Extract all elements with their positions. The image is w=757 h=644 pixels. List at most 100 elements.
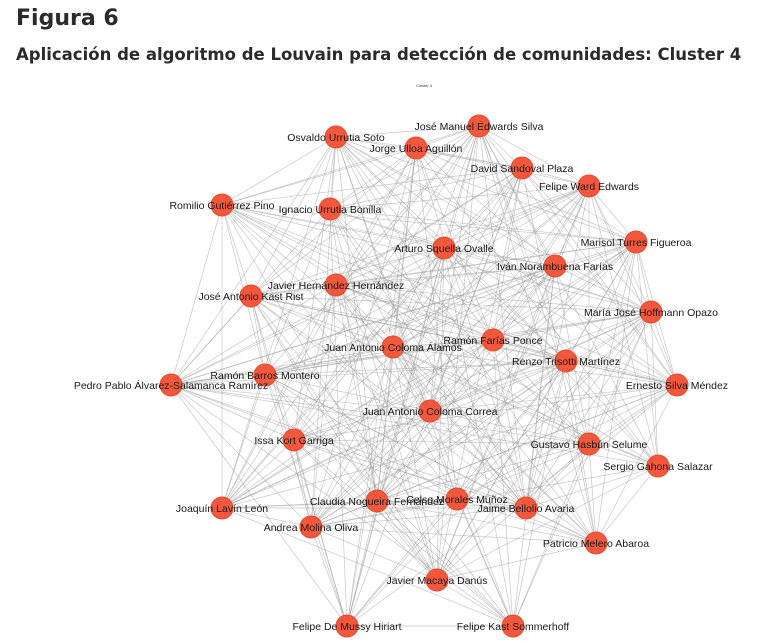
node-label: Ramón Barros Montero [210,370,319,382]
edge [392,346,678,386]
node-label: Felipe Kast Sommerhoff [457,621,570,633]
node-label: Celso Morales Muñoz [406,494,508,506]
edge [429,339,494,412]
edge [521,167,678,386]
edge [293,439,590,445]
edge [170,384,590,445]
edge [429,410,514,627]
edge [346,311,652,627]
edge [429,360,567,412]
edge [335,147,417,286]
edge [293,439,527,509]
edge [310,360,567,528]
edge [415,147,458,500]
edge [329,208,445,249]
node-label: Felipe De Mussy Hiriart [292,621,401,633]
edge [492,339,527,509]
edge [512,311,652,627]
edge [512,443,590,627]
figure-label: Figura 6 [16,6,119,31]
edge [376,167,523,502]
node-label: Patricio Melero Abaroa [543,538,649,550]
edge [512,265,556,627]
edge [635,241,652,313]
edge [264,208,331,376]
edge [595,465,659,544]
edge [250,136,337,297]
edge [293,311,652,441]
edge [588,185,678,386]
edge [415,147,523,169]
node-label: Claudia Nogueira Fernández [310,496,444,508]
edge [329,167,523,210]
node [432,236,456,260]
edge [250,241,637,297]
edge [293,185,590,441]
edge [492,339,567,362]
edge [346,384,678,627]
node-label: Marisol Turres Figueroa [581,237,692,249]
edge [310,247,445,528]
edge [329,208,378,502]
edge [221,360,567,509]
edge [346,498,458,627]
edge [170,295,252,386]
edge [329,208,590,445]
edge [221,167,523,206]
edge [443,247,678,386]
edge [264,346,394,376]
node-label: María José Hoffmann Opazo [584,307,718,319]
node [253,363,277,387]
node [365,489,389,513]
node-label: Pedro Pablo Álvarez-Salamanca Ramírez [74,379,268,392]
edge [170,346,394,386]
edge [329,208,438,581]
edge [525,384,678,509]
edge [492,265,556,341]
edge [335,284,652,313]
node-label: Javier Hernández Hernández [268,280,405,292]
edge [335,125,480,138]
edge [221,410,431,509]
edge [392,346,590,445]
edge [436,465,659,581]
edge [329,147,417,210]
edge [264,339,494,376]
edge [456,498,527,509]
edge [310,526,597,544]
edge [415,147,556,267]
edge [492,339,514,627]
edge [170,384,514,627]
edge [436,167,523,581]
edge [429,125,480,412]
node [324,125,348,149]
node-label: Ramón Farías Ponce [443,335,542,347]
edge [392,346,527,509]
edge [335,136,637,243]
edge [250,247,445,297]
edge [293,439,438,581]
node-label: Renzo Trisotti Martínez [512,356,620,368]
edge [650,311,659,467]
edge [456,185,590,500]
node [282,428,306,452]
node-layer [159,114,689,638]
edge [436,443,590,581]
edge [429,384,678,412]
edge [415,147,659,467]
edge [264,374,514,627]
edge [588,241,637,445]
edge [335,284,378,502]
edge [264,374,431,412]
node [514,496,538,520]
node-label: Ernesto Silva Méndez [626,380,728,392]
node-label: Andrea Molina Oliva [264,522,359,534]
node-label: Jaime Bellolio Avaria [478,503,575,515]
edge [293,136,337,441]
edge [250,295,394,348]
edge [443,167,523,249]
edge [250,295,652,313]
edge [221,204,458,500]
edge [346,346,394,627]
